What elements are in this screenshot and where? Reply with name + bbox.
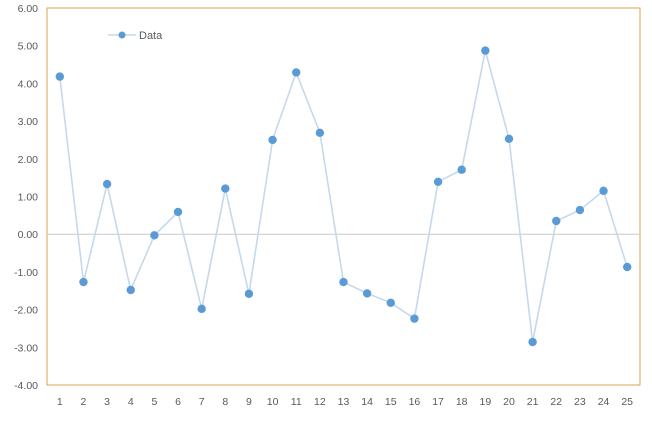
data-point [244, 289, 254, 298]
x-tick-label: 13 [338, 396, 350, 408]
y-tick-label: 2.00 [18, 154, 39, 166]
data-point [197, 304, 206, 314]
series-line [59, 50, 628, 343]
x-tick-label: 20 [503, 396, 515, 408]
legend-marker [118, 31, 126, 39]
series-markers [55, 46, 632, 347]
data-point [552, 216, 561, 226]
x-axis-ticks: 1 2 3 4 5 6 7 8 9 10 11 12 13 14 15 16 17 18 19 20 21 22 23 24 2… [57, 396, 633, 408]
x-tick-label: 4 [128, 396, 134, 408]
x-tick-label: 2 [81, 396, 87, 408]
data-point [221, 184, 230, 193]
data-point [268, 135, 277, 145]
data-point [575, 205, 585, 215]
data-point [622, 262, 632, 272]
data-point [599, 186, 608, 196]
data-point [126, 285, 135, 295]
x-tick-label: 16 [409, 396, 421, 408]
y-tick-label: -4.00 [14, 380, 38, 392]
x-tick-label: 11 [291, 396, 302, 408]
x-tick-label: 24 [598, 396, 610, 408]
x-tick-label: 23 [574, 396, 586, 408]
x-tick-label: 7 [199, 396, 205, 408]
x-tick-label: 3 [104, 396, 110, 408]
x-tick-label: 19 [479, 396, 491, 408]
data-point [150, 231, 159, 240]
data-point [410, 314, 419, 323]
data-point [79, 277, 88, 287]
data-point [433, 177, 443, 186]
y-tick-label: 3.00 [18, 116, 39, 128]
y-tick-label: 6.00 [18, 3, 39, 15]
x-tick-label: 25 [621, 396, 633, 408]
x-tick-label: 18 [456, 396, 468, 408]
x-tick-label: 1 [57, 396, 63, 408]
y-tick-label: 4.00 [18, 78, 39, 90]
data-point [173, 207, 183, 217]
legend-label: Data [139, 30, 163, 42]
y-tick-label: -2.00 [14, 305, 38, 317]
data-point [315, 128, 325, 137]
data-point [102, 179, 112, 189]
y-tick-label: -1.00 [14, 267, 38, 279]
y-tick-label: 1.00 [18, 192, 39, 204]
x-tick-label: 14 [361, 396, 373, 408]
x-tick-label: 21 [527, 396, 539, 408]
data-point [504, 134, 514, 144]
x-tick-label: 22 [550, 396, 562, 408]
x-tick-label: 12 [314, 396, 326, 408]
y-tick-label: -3.00 [14, 342, 38, 354]
x-tick-label: 17 [432, 396, 444, 408]
x-tick-label: 15 [385, 396, 397, 408]
y-tick-label: 0.00 [18, 229, 39, 241]
data-point [55, 72, 65, 81]
y-tick-label: 5.00 [18, 41, 39, 53]
plot-frame [46, 7, 641, 386]
data-point [528, 337, 537, 347]
x-tick-label: 5 [151, 396, 157, 408]
data-point [362, 289, 372, 298]
data-point [339, 277, 348, 287]
y-axis-ticks: 6.00 5.00 4.00 3.00 2.00 1.00 0.00 -1.00 -2.00 -3… [14, 3, 38, 392]
legend: Data [108, 30, 163, 42]
data-point [386, 298, 395, 308]
data-point [457, 165, 466, 174]
data-point [292, 68, 301, 77]
x-tick-label: 6 [175, 396, 181, 408]
x-tick-label: 9 [246, 396, 252, 408]
x-tick-label: 8 [222, 396, 228, 408]
x-tick-label: 10 [267, 396, 279, 408]
data-point [481, 46, 490, 55]
